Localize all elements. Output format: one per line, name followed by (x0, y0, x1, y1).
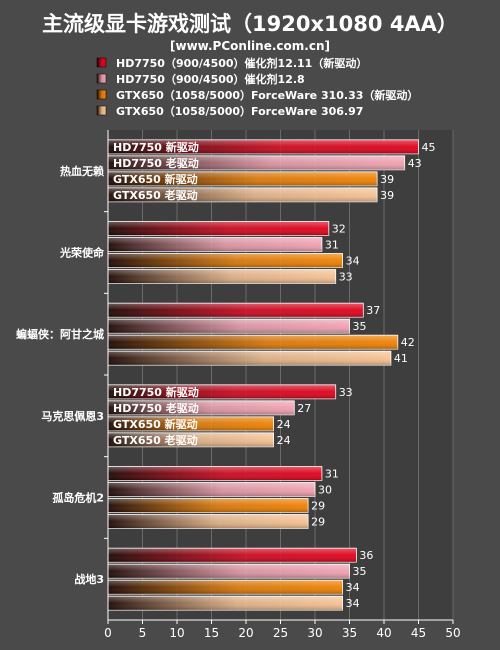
bar-gloss (108, 432, 274, 447)
bar-gloss (108, 384, 336, 399)
x-tick-label: 25 (273, 626, 288, 640)
bar-series-label: GTX650 老驱动 (113, 433, 198, 447)
data-label: 34 (346, 581, 360, 594)
bar-gloss (108, 580, 343, 595)
data-label: 43 (408, 157, 422, 170)
data-label: 39 (380, 173, 394, 186)
data-label: 35 (353, 320, 367, 333)
x-tick-label: 15 (204, 626, 219, 640)
x-tick-label: 35 (342, 626, 357, 640)
legend-swatch (96, 89, 107, 100)
bar-series-label: HD7750 新驱动 (113, 385, 199, 399)
category-label: 孤岛危机2 (52, 491, 104, 505)
bar-series-label: GTX650 老驱动 (113, 188, 198, 202)
legend-swatch (96, 57, 107, 68)
bar-gloss (108, 466, 322, 481)
x-tick-label: 20 (238, 626, 253, 640)
bar-gloss (108, 187, 378, 202)
bar-series-label: GTX650 新驱动 (113, 172, 198, 186)
bar-gloss (108, 416, 274, 431)
bar-gloss (108, 596, 343, 611)
chart-title: 主流级显卡游戏测试（1920x1080 4AA） (42, 12, 458, 36)
category-label: 马克思佩恩3 (41, 409, 104, 423)
data-label: 31 (325, 468, 339, 481)
category-label: 光荣使命 (59, 246, 105, 260)
data-label: 45 (422, 141, 436, 154)
data-label: 37 (366, 304, 380, 317)
data-label: 27 (297, 402, 311, 415)
bar-gloss (108, 171, 378, 186)
x-tick-label: 45 (411, 626, 426, 640)
data-label: 31 (325, 239, 339, 252)
data-label: 35 (353, 565, 367, 578)
bar-series-label: HD7750 老驱动 (113, 401, 199, 415)
data-label: 42 (401, 336, 415, 349)
x-tick-label: 5 (139, 626, 147, 640)
data-label: 34 (346, 597, 360, 610)
data-label: 29 (311, 500, 325, 513)
data-label: 36 (359, 549, 373, 562)
x-tick-label: 40 (376, 626, 391, 640)
bar-gloss (108, 221, 329, 236)
category-label: 蝙蝠侠：阿甘之城 (16, 327, 104, 341)
bar-gloss (108, 564, 350, 579)
x-tick-label: 10 (169, 626, 184, 640)
data-label: 33 (339, 271, 353, 284)
data-label: 32 (332, 223, 346, 236)
legend-swatch (96, 73, 107, 84)
bar-series-label: HD7750 新驱动 (113, 140, 199, 154)
bar-gloss (108, 155, 405, 170)
bar-gloss (108, 498, 309, 513)
legend-swatch (96, 105, 107, 116)
plot-area: 0 5 10 15 20 25 30 35 40 45 50 热血无赖 45 HD7750 新驱动 43 HD… (16, 130, 461, 640)
legend-entry: GTX650（1058/5000）ForceWare 310.33（新驱动） (116, 88, 418, 102)
data-label: 41 (394, 352, 408, 365)
legend: HD7750（900/4500）催化剂12.11（新驱动） HD7750（900/… (96, 56, 418, 118)
legend-entry: HD7750（900/4500）催化剂12.11（新驱动） (116, 56, 367, 70)
x-tick-label: 30 (307, 626, 322, 640)
data-label: 34 (346, 255, 360, 268)
x-tick-label: 50 (445, 626, 460, 640)
bar-gloss (108, 335, 398, 350)
category-label: 战地3 (74, 572, 104, 586)
category-label: 热血无赖 (60, 164, 104, 178)
bar-gloss (108, 514, 309, 529)
bar-series-label: HD7750 老驱动 (113, 156, 199, 170)
bar-gloss (108, 237, 322, 252)
bar-gloss (108, 303, 364, 318)
legend-entry: GTX650（1058/5000）ForceWare 306.97 (116, 105, 363, 118)
bar-gloss (108, 482, 315, 497)
bar-gloss (108, 351, 391, 366)
data-label: 29 (311, 516, 325, 529)
bar-gloss (108, 400, 295, 415)
bar-series-label: GTX650 新驱动 (113, 417, 198, 431)
data-label: 39 (380, 189, 394, 202)
data-label: 30 (318, 484, 332, 497)
x-tick-label: 0 (104, 626, 112, 640)
bar-gloss (108, 548, 357, 563)
bar-gloss (108, 253, 343, 268)
legend-entry: HD7750（900/4500）催化剂12.8 (116, 72, 305, 86)
bar-gloss (108, 139, 419, 154)
chart-subtitle: [www.PConline.com.cn] (170, 39, 330, 53)
data-label: 33 (339, 386, 353, 399)
bar-gloss (108, 319, 350, 334)
data-label: 24 (277, 418, 291, 431)
data-label: 24 (277, 434, 291, 447)
bar-gloss (108, 269, 336, 284)
